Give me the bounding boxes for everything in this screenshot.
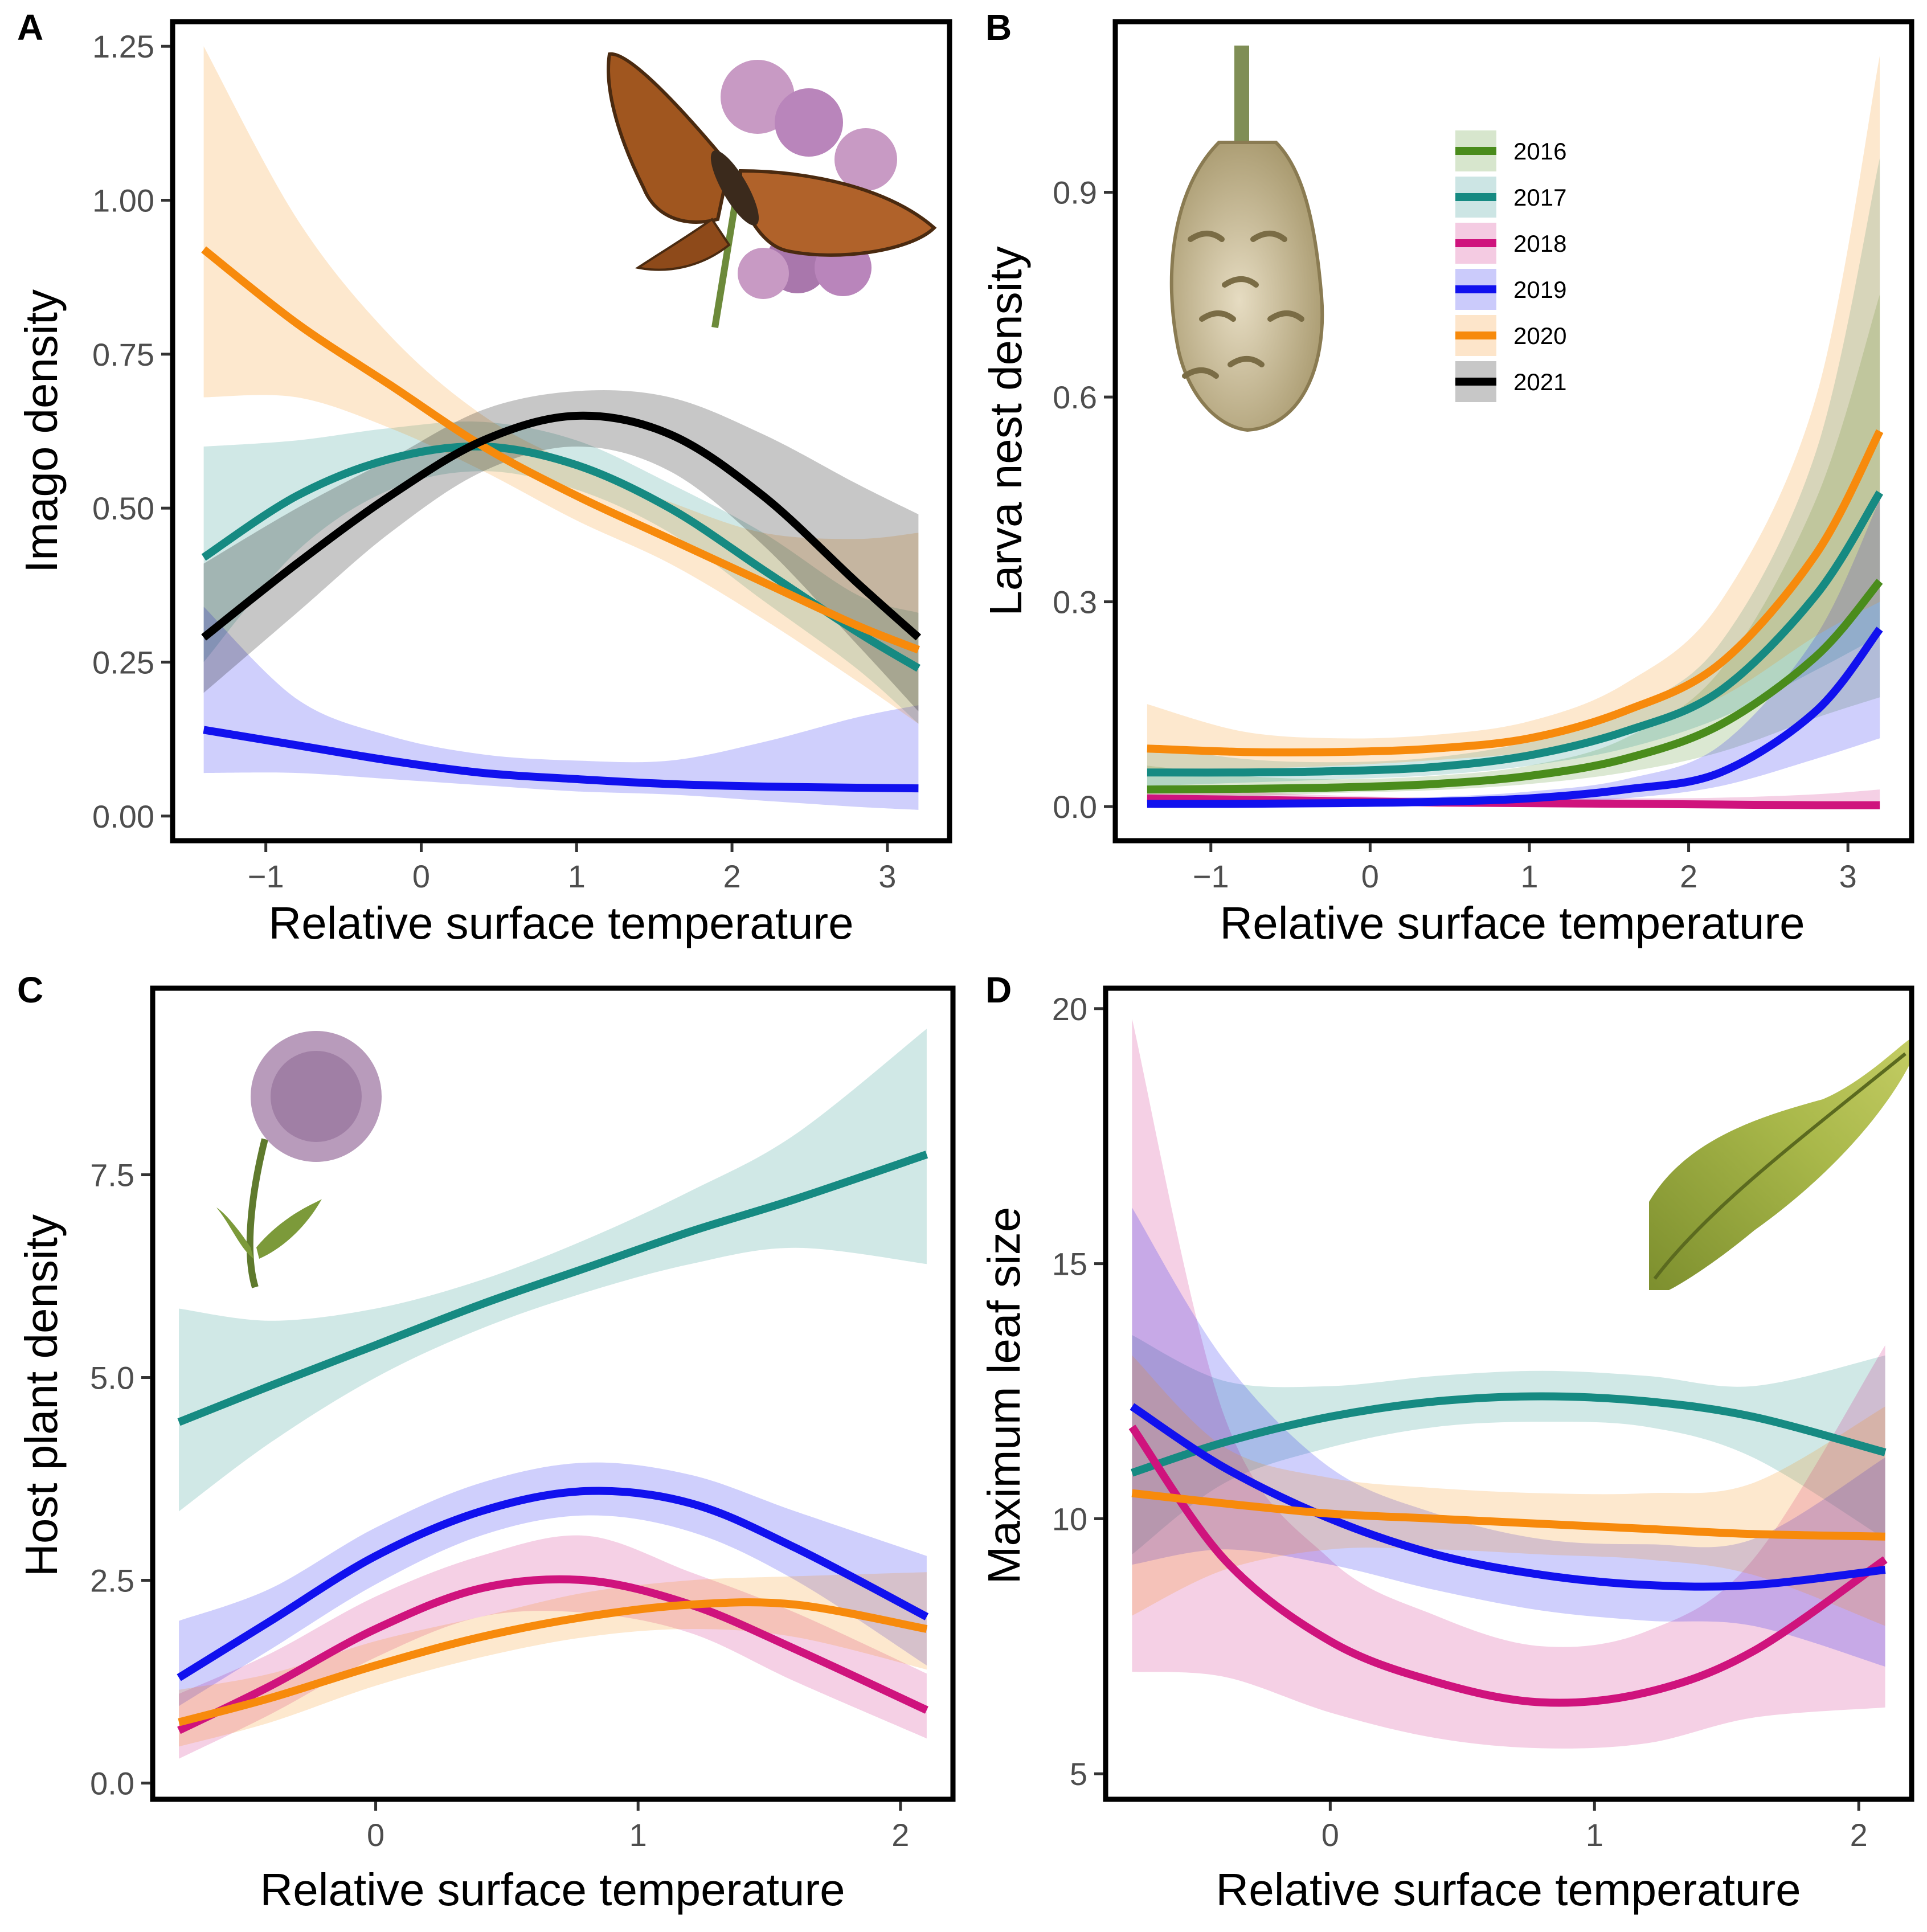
panel-a-x-tick-label: 0 bbox=[412, 858, 430, 894]
panel-d-ci-band-2017 bbox=[1132, 1335, 1885, 1555]
panel-d-ci-band-2020 bbox=[1132, 1355, 1885, 1626]
panel-c-letter: C bbox=[17, 969, 43, 1010]
legend-label-2021: 2021 bbox=[1513, 369, 1566, 395]
legend-label-2017: 2017 bbox=[1513, 184, 1566, 211]
panel-c-series-line-2020 bbox=[178, 1598, 928, 1726]
panel-c-y-tick-label: 2.5 bbox=[90, 1563, 134, 1599]
panel-d-x-axis-title: Relative surface temperature bbox=[1216, 1864, 1801, 1915]
panel-c-x-axis-title: Relative surface temperature bbox=[260, 1864, 845, 1915]
panel-c-x-tick-label: 2 bbox=[891, 1817, 909, 1853]
panel-b-series-line-2020 bbox=[1147, 429, 1884, 756]
panel-b-y-tick-label: 0.6 bbox=[1053, 379, 1097, 415]
devils-bit-scabious-flower-icon bbox=[216, 1031, 382, 1288]
panel-a: A 0.00 0.25 0.50 0.75 1.00 1.25 −1 0 1 2 3 Relativ… bbox=[16, 7, 952, 948]
panel-d-y-tick-label: 10 bbox=[1052, 1501, 1087, 1537]
panel-a-letter: A bbox=[17, 7, 43, 48]
panel-b-x-tick-label: −1 bbox=[1193, 858, 1229, 894]
panel-b-x-tick-label: 3 bbox=[1839, 858, 1857, 894]
panel-c: C 0.0 2.5 5.0 7.5 0 1 2 Relative surface tempe… bbox=[16, 969, 956, 1915]
panel-a-frame bbox=[170, 19, 952, 844]
panel-a-series-line-2021 bbox=[201, 411, 922, 641]
panel-c-series-line-2018 bbox=[177, 1575, 928, 1734]
panel-a-y-tick-label: 0.75 bbox=[92, 337, 154, 373]
panel-c-series-line-2017 bbox=[177, 1151, 928, 1426]
panel-d-series-line-2017 bbox=[1131, 1392, 1887, 1477]
panel-c-ci-band-2020 bbox=[179, 1572, 927, 1747]
panel-b-y-tick-label: 0.0 bbox=[1053, 789, 1097, 825]
panel-d: D 5 10 15 20 0 1 2 Relative surface temperatur… bbox=[979, 969, 1914, 1915]
panel-b-series-line-2016 bbox=[1147, 579, 1883, 794]
panel-d-ci-band-2018 bbox=[1132, 1018, 1885, 1749]
panel-a-y-tick-label: 1.00 bbox=[92, 183, 154, 219]
panel-c-ci-band-2018 bbox=[179, 1535, 927, 1759]
panel-b-frame bbox=[1112, 19, 1914, 844]
panel-a-series-line-2019 bbox=[203, 726, 919, 793]
panel-a-x-tick-label: 3 bbox=[878, 858, 896, 894]
legend-label-2018: 2018 bbox=[1513, 230, 1566, 257]
panel-d-series-line-2019 bbox=[1130, 1403, 1886, 1591]
panel-a-x-tick-label: −1 bbox=[248, 858, 284, 894]
panel-a-y-tick-label: 1.25 bbox=[92, 28, 154, 64]
panel-d-x-tick-label: 1 bbox=[1586, 1817, 1603, 1853]
panel-d-series-line-2018 bbox=[1128, 1425, 1888, 1707]
panel-c-y-tick-label: 7.5 bbox=[90, 1157, 134, 1193]
panel-b-y-tick-label: 0.9 bbox=[1053, 175, 1097, 211]
panel-a-ci-band-2021 bbox=[203, 390, 919, 711]
panel-a-x-tick-label: 1 bbox=[568, 858, 586, 894]
panel-b-y-tick-label: 0.3 bbox=[1053, 584, 1097, 620]
panel-b-x-tick-label: 1 bbox=[1520, 858, 1538, 894]
panel-b: B 2016 2017 2018 2019 2020 2021 0.0 0.3 0.6 0.9 −… bbox=[980, 7, 1914, 948]
panel-a-y-axis-title: Imago density bbox=[16, 289, 67, 573]
panel-d-frame bbox=[1103, 985, 1914, 1802]
larval-web-nest-icon bbox=[1169, 46, 1324, 432]
panel-b-x-axis-title: Relative surface temperature bbox=[1220, 898, 1805, 948]
panel-b-x-tick-label: 0 bbox=[1361, 858, 1379, 894]
panel-d-x-tick-label: 2 bbox=[1850, 1817, 1868, 1853]
panel-d-ci-band-2019 bbox=[1132, 1208, 1885, 1667]
panel-c-y-axis-title: Host plant density bbox=[16, 1214, 67, 1577]
panel-a-x-tick-label: 2 bbox=[723, 858, 741, 894]
panel-b-series-line-2017 bbox=[1147, 490, 1884, 777]
panel-d-y-tick-label: 15 bbox=[1052, 1246, 1087, 1282]
panel-a-y-tick-label: 0.25 bbox=[92, 644, 154, 680]
panel-d-y-axis-title: Maximum leaf size bbox=[979, 1207, 1029, 1584]
panel-c-series-line-2019 bbox=[177, 1487, 929, 1681]
panel-b-series-line-2019 bbox=[1147, 627, 1883, 808]
panel-d-y-tick-label: 20 bbox=[1052, 991, 1087, 1027]
host-plant-leaf-icon bbox=[1649, 1039, 1909, 1290]
legend-label-2019: 2019 bbox=[1513, 276, 1566, 303]
panel-a-x-axis-title: Relative surface temperature bbox=[268, 898, 853, 948]
legend-label-2016: 2016 bbox=[1513, 138, 1566, 165]
panel-d-series-line-2020 bbox=[1131, 1489, 1885, 1541]
panel-c-x-tick-label: 0 bbox=[367, 1817, 384, 1853]
panel-d-x-tick-label: 0 bbox=[1322, 1817, 1339, 1853]
panel-d-y-tick-label: 5 bbox=[1070, 1756, 1087, 1792]
panel-a-series-line-2020 bbox=[201, 246, 920, 654]
panel-c-y-tick-label: 5.0 bbox=[90, 1360, 134, 1396]
panel-c-y-tick-label: 0.0 bbox=[90, 1766, 134, 1802]
panel-d-letter: D bbox=[985, 969, 1012, 1010]
panel-a-y-tick-label: 0.00 bbox=[92, 799, 154, 834]
legend-label-2020: 2020 bbox=[1513, 322, 1566, 349]
panel-c-frame bbox=[150, 985, 956, 1802]
butterfly-on-flowers-icon bbox=[607, 52, 937, 328]
panel-c-ci-band-2017 bbox=[179, 1029, 927, 1512]
panel-a-y-tick-label: 0.50 bbox=[92, 490, 154, 526]
panel-c-x-tick-label: 1 bbox=[629, 1817, 647, 1853]
panel-a-ci-band-2017 bbox=[203, 421, 919, 724]
panel-b-y-axis-title: Larva nest density bbox=[980, 246, 1031, 616]
panel-b-letter: B bbox=[985, 7, 1012, 48]
panel-b-x-tick-label: 2 bbox=[1680, 858, 1697, 894]
legend: 2016 2017 2018 2019 2020 2021 bbox=[1455, 130, 1566, 402]
